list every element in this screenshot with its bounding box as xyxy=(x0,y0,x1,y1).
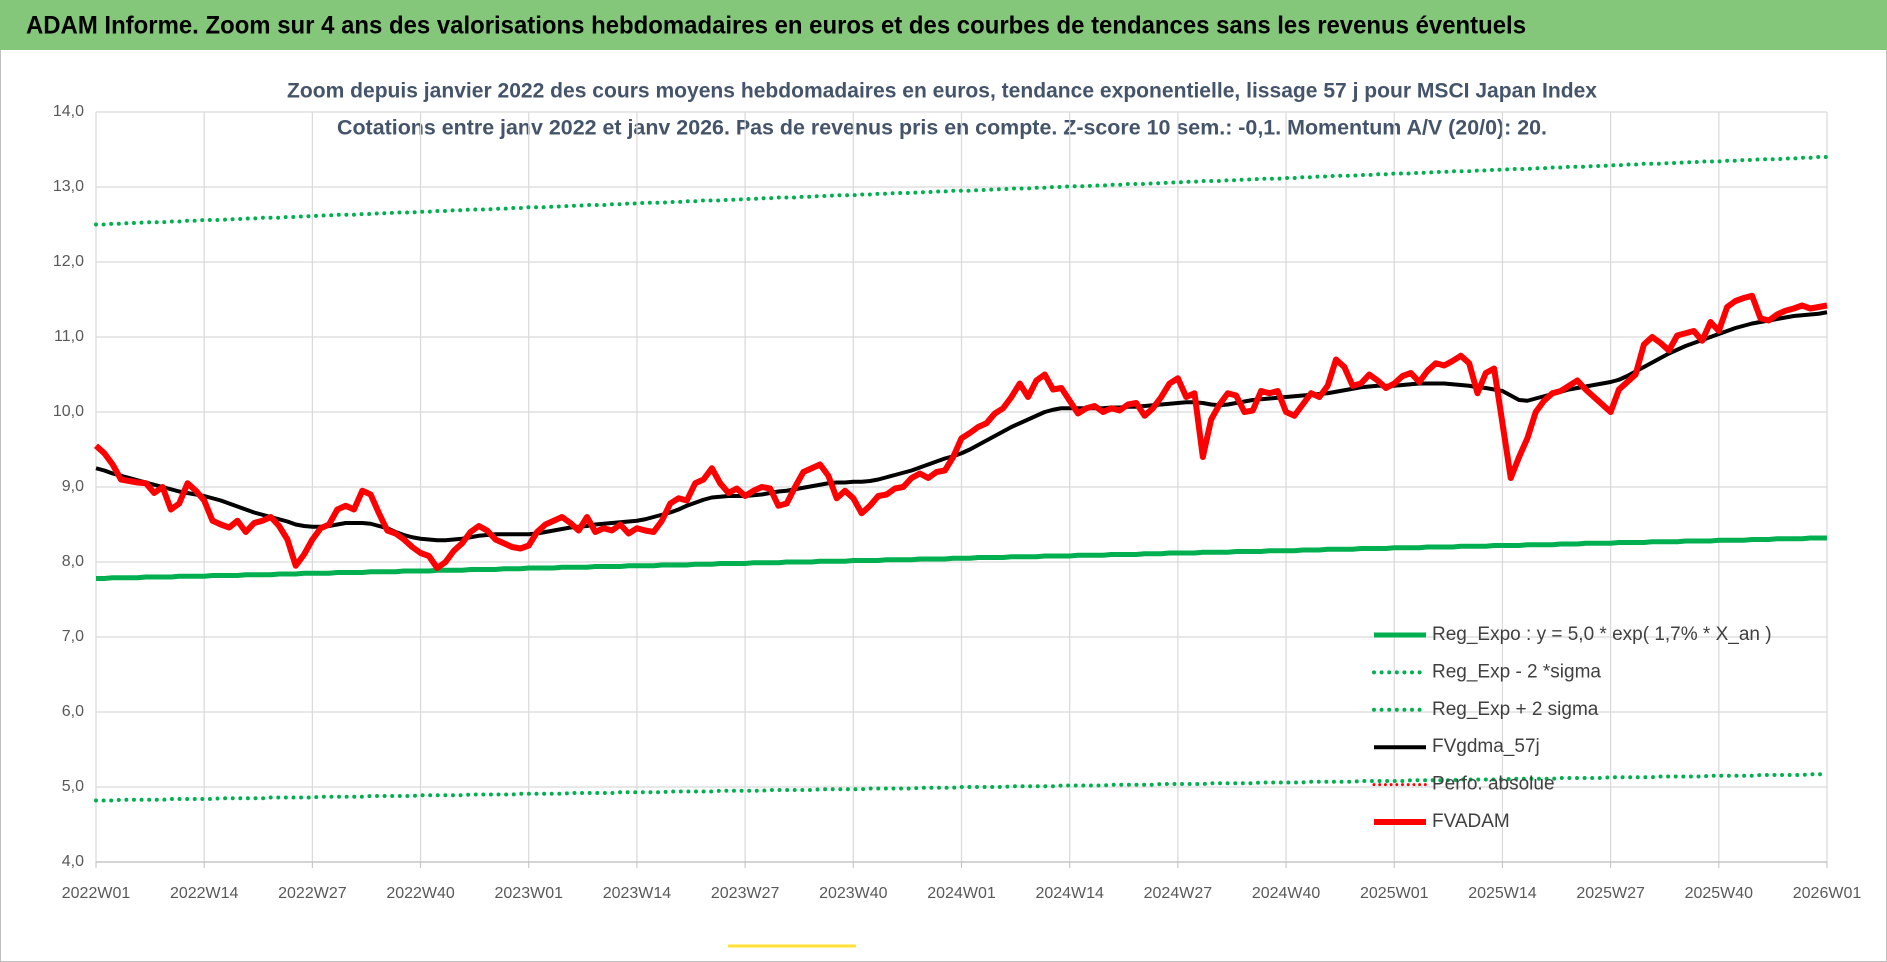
legend-label: FVgdma_57j xyxy=(1432,736,1540,757)
x-tick-label: 2024W14 xyxy=(1035,885,1104,902)
y-tick-label: 9,0 xyxy=(62,478,84,495)
series-line xyxy=(93,292,1828,571)
y-tick-label: 13,0 xyxy=(53,178,84,195)
chart-title: Zoom depuis janvier 2022 des cours moyen… xyxy=(287,80,1597,103)
plot-area xyxy=(93,155,1829,803)
chart-subtitle: Cotations entre janv 2022 et janv 2026. … xyxy=(337,117,1547,140)
legend-label: FVADAM xyxy=(1432,811,1510,832)
y-tick-label: 7,0 xyxy=(62,628,84,645)
grid: 4,0 5,0 6,0 7,0 8,0 9,0 10,0 11,0 12,0 13,0 14,0 20… xyxy=(53,103,1861,902)
x-tick-label: 2024W40 xyxy=(1252,885,1321,902)
legend-label: Reg_Expo : y = 5,0 * exp( 1,7% * X_an ) xyxy=(1432,624,1772,645)
x-tick-label: 2025W27 xyxy=(1576,885,1645,902)
x-tick-label: 2022W14 xyxy=(170,885,239,902)
y-tick-label: 14,0 xyxy=(53,103,84,120)
legend-label: Perfo. absolue xyxy=(1432,774,1555,795)
y-tick-label: 10,0 xyxy=(53,403,84,420)
legend-label: Reg_Exp - 2 *sigma xyxy=(1432,661,1601,682)
y-tick-label: 8,0 xyxy=(62,553,84,570)
x-tick-label: 2024W27 xyxy=(1144,885,1213,902)
y-tick-label: 4,0 xyxy=(62,853,84,870)
y-tick-label: 6,0 xyxy=(62,703,84,720)
x-tick-label: 2023W14 xyxy=(603,885,672,902)
series-line xyxy=(94,772,1829,803)
x-tick-label: 2022W27 xyxy=(278,885,347,902)
legend: Reg_Expo : y = 5,0 * exp( 1,7% * X_an ) R… xyxy=(1372,624,1772,832)
y-tick-label: 5,0 xyxy=(62,778,84,795)
series-line xyxy=(94,155,1829,227)
x-tick-label: 2022W01 xyxy=(62,885,131,902)
x-tick-label: 2025W40 xyxy=(1685,885,1754,902)
x-tick-label: 2025W14 xyxy=(1468,885,1537,902)
y-tick-label: 11,0 xyxy=(54,328,84,345)
x-tick-label: 2025W01 xyxy=(1360,885,1429,902)
x-tick-label: 2023W01 xyxy=(495,885,564,902)
x-tick-label: 2026W01 xyxy=(1793,885,1862,902)
header-bar xyxy=(0,0,1887,50)
x-tick-label: 2022W40 xyxy=(386,885,455,902)
x-tick-label: 2023W27 xyxy=(711,885,780,902)
series-line xyxy=(96,535,1827,581)
x-tick-label: 2024W01 xyxy=(927,885,996,902)
legend-label: Reg_Exp + 2 sigma xyxy=(1432,699,1599,720)
header-title: ADAM Informe. Zoom sur 4 ans des valoris… xyxy=(26,12,1526,40)
x-tick-label: 2023W40 xyxy=(819,885,888,902)
y-tick-label: 12,0 xyxy=(53,253,84,270)
